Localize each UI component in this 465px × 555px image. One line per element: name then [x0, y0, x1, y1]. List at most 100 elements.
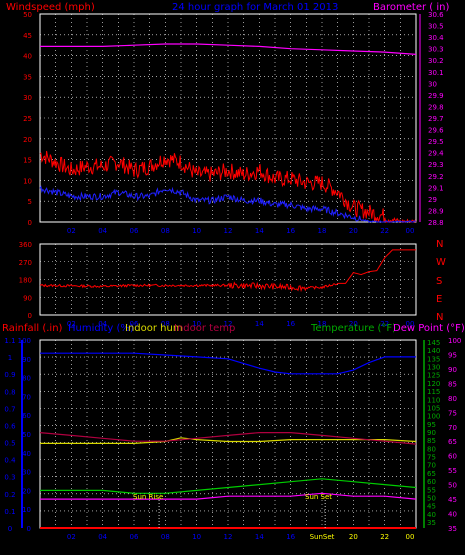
- y-tick-label-windspeed: 30: [23, 94, 32, 102]
- y-tick-label-direction: 180: [19, 277, 32, 285]
- x-tick-label: 02: [67, 533, 76, 541]
- indoor-temp-legend: Indoor temp: [174, 323, 235, 334]
- sun-set-label: Sun Set: [305, 493, 332, 501]
- x-tick-label: 14: [255, 320, 264, 328]
- x-tick-label: 14: [255, 533, 264, 541]
- y-tick-label-temperature: 35: [427, 519, 436, 527]
- y-tick-label-temperature: 70: [427, 462, 436, 470]
- x-tick-label: 08: [161, 533, 170, 541]
- compass-label: S: [436, 276, 442, 287]
- y-tick-label-dew-point: 90: [448, 366, 457, 374]
- y-tick-label-windspeed: 20: [23, 136, 32, 144]
- barometer-line: [40, 43, 417, 55]
- y-tick-label-temperature: 120: [427, 380, 440, 388]
- y-tick-label-humidity: 100: [18, 337, 31, 345]
- y-tick-label-temperature: 130: [427, 364, 440, 372]
- y-tick-label-temperature: 105: [427, 404, 440, 412]
- y-tick-label-temperature: 60: [427, 478, 436, 486]
- y-tick-label-barometer: 29.6: [428, 127, 444, 135]
- y-tick-label-rainfall: 0: [8, 525, 12, 533]
- indoor-hum-line: [40, 437, 417, 444]
- x-tick-label: 18: [318, 320, 327, 328]
- x-tick-label: 10: [192, 533, 201, 541]
- y-tick-label-humidity: 80: [22, 375, 31, 383]
- x-tick-label: 20: [349, 533, 358, 541]
- x-tick-label: 04: [98, 533, 107, 541]
- y-tick-label-rainfall: 0.4: [4, 457, 16, 465]
- y-tick-label-temperature: 50: [427, 494, 436, 502]
- y-tick-label-dew-point: 40: [448, 511, 457, 519]
- indoor-hum-legend: Indoor hum: [125, 323, 183, 334]
- windspeed-axis-title: Windspeed (mph): [6, 2, 95, 13]
- y-tick-label-humidity: 70: [22, 393, 31, 401]
- windspeed-average-line: [39, 185, 417, 223]
- y-tick-label-temperature: 55: [427, 486, 436, 494]
- x-tick-label: 08: [161, 227, 170, 235]
- x-tick-label: 16: [286, 533, 295, 541]
- y-tick-label-barometer: 29.4: [428, 150, 444, 158]
- y-tick-label-temperature: 80: [427, 445, 436, 453]
- y-tick-label-barometer: 28.9: [428, 207, 444, 215]
- y-tick-label-rainfall: 0.8: [4, 388, 15, 396]
- humidity-legend: Humidity (%): [68, 323, 134, 334]
- y-tick-label-dew-point: 95: [448, 351, 457, 359]
- y-tick-label-rainfall: 0.9: [4, 371, 15, 379]
- y-tick-label-direction: 270: [19, 259, 32, 267]
- y-tick-label-temperature: 85: [427, 437, 436, 445]
- y-tick-label-barometer: 28.8: [428, 219, 444, 227]
- y-tick-label-dew-point: 70: [448, 424, 457, 432]
- y-tick-label-dew-point: 100: [448, 337, 461, 345]
- x-tick-label: 10: [192, 227, 201, 235]
- rainfall-legend: Rainfall (.in): [2, 323, 63, 334]
- x-tick-label: 00: [406, 320, 415, 328]
- y-tick-label-barometer: 30: [428, 80, 437, 88]
- x-tick-label: 08: [161, 320, 170, 328]
- compass-label: E: [436, 294, 442, 305]
- y-tick-label-dew-point: 35: [448, 525, 457, 533]
- y-tick-label-rainfall: 0.5: [4, 440, 15, 448]
- y-tick-label-barometer: 29.3: [428, 161, 444, 169]
- windspeed-gust-line: [39, 150, 417, 224]
- y-tick-label-humidity: 10: [22, 506, 31, 514]
- y-tick-label-humidity: 20: [22, 487, 31, 495]
- y-tick-label-dew-point: 65: [448, 438, 457, 446]
- y-tick-label-rainfall: 0.1: [4, 508, 15, 516]
- y-tick-label-direction: 360: [19, 241, 32, 249]
- sun-rise-label: Sun Rise: [133, 493, 163, 501]
- x-tick-label: 16: [286, 320, 295, 328]
- y-tick-label-windspeed: 0: [28, 219, 32, 227]
- x-tick-label: 12: [224, 533, 233, 541]
- compass-label: N: [436, 312, 443, 323]
- x-tick-label: 00: [406, 227, 415, 235]
- y-tick-label-barometer: 29.5: [428, 138, 444, 146]
- y-tick-label-temperature: 65: [427, 470, 436, 478]
- x-tick-label: 06: [130, 320, 139, 328]
- y-tick-label-barometer: 30.5: [428, 23, 444, 31]
- x-tick-label: 00: [406, 533, 415, 541]
- x-tick-label: 22: [380, 533, 389, 541]
- y-tick-label-windspeed: 50: [23, 11, 32, 19]
- x-tick-label: 06: [130, 533, 139, 541]
- y-tick-label-windspeed: 35: [23, 73, 32, 81]
- y-tick-label-barometer: 29.1: [428, 184, 444, 192]
- y-tick-label-barometer: 29.8: [428, 103, 444, 111]
- y-tick-label-temperature: 100: [427, 413, 440, 421]
- y-tick-label-temperature: 140: [427, 347, 440, 355]
- y-tick-label-barometer: 30.2: [428, 57, 444, 65]
- y-tick-label-rainfall: 1: [8, 354, 12, 362]
- y-tick-label-direction: 90: [23, 294, 32, 302]
- x-tick-label: 16: [286, 227, 295, 235]
- y-tick-label-barometer: 30.4: [428, 34, 444, 42]
- y-tick-label-humidity: 90: [22, 356, 31, 364]
- x-tick-label: 20: [349, 227, 358, 235]
- y-tick-label-temperature: 135: [427, 355, 440, 363]
- y-tick-label-barometer: 30.3: [428, 46, 444, 54]
- y-tick-label-dew-point: 80: [448, 395, 457, 403]
- y-tick-label-rainfall: 0.3: [4, 474, 15, 482]
- compass-label: N: [436, 239, 443, 250]
- chart-title: 24 hour graph for March 01 2013: [172, 2, 338, 13]
- y-tick-label-temperature: 45: [427, 503, 436, 511]
- temperature-legend: Temperature (°F): [310, 323, 396, 334]
- x-tick-label: SunSet: [310, 533, 335, 541]
